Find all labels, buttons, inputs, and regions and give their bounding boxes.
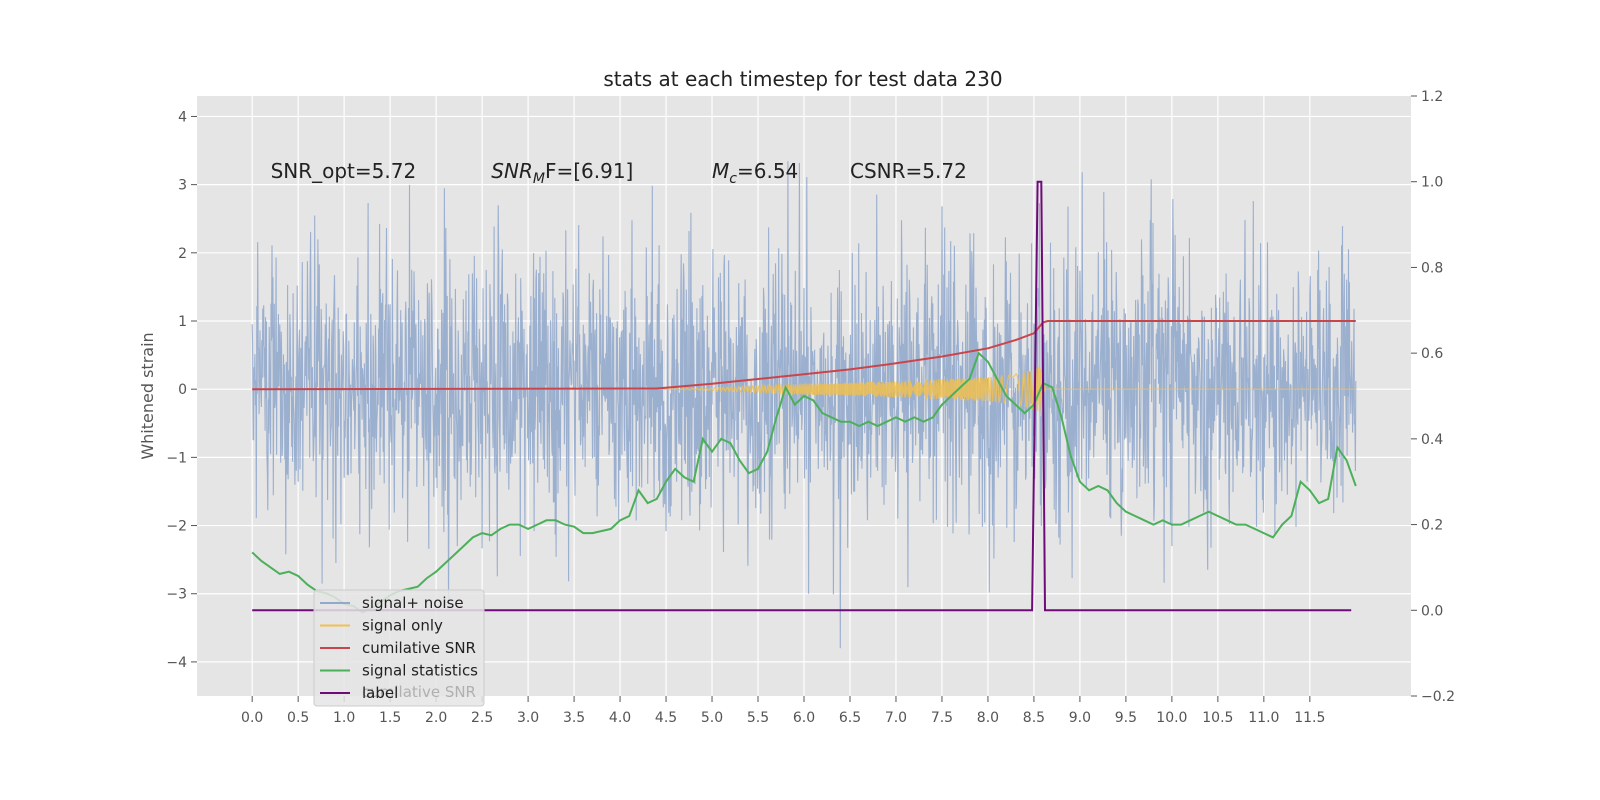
x-tick-label: 6.5 (839, 710, 861, 726)
signal-statistics-line (251, 351, 1357, 614)
y-tick-label: 1 (178, 314, 187, 330)
annotation: SNRMF=[6.91] (491, 159, 633, 187)
x-tick-label: 5.0 (701, 710, 723, 726)
x-tick-label: 0.0 (241, 710, 263, 726)
label-series (252, 180, 1352, 612)
x-tick-label: 1.5 (379, 710, 401, 726)
y2-tick-label: −0.2 (1421, 689, 1455, 705)
label-line (252, 180, 1352, 612)
legend-ghost-text: cumilative SNR (362, 683, 476, 701)
y2-tick-label: 1.2 (1421, 89, 1443, 105)
y-tick-label: −2 (166, 519, 187, 535)
annotation: CSNR=5.72 (850, 159, 967, 183)
signal-statistics-series (251, 351, 1357, 614)
y2-tick-label: 1.0 (1421, 175, 1443, 191)
x-tick-label: 6.0 (793, 710, 815, 726)
x-tick-label: 2.0 (425, 710, 447, 726)
x-tick-label: 9.0 (1069, 710, 1091, 726)
y-axis-left: −4 −3 −2 −1 0 1 2 3 4 (166, 109, 197, 671)
x-tick-label: 2.5 (471, 710, 493, 726)
x-tick-label: 3.5 (563, 710, 585, 726)
y2-tick-label: 0.4 (1421, 432, 1443, 448)
annotation: SNR_opt=5.72 (271, 159, 417, 183)
legend: cumilative SNR signal+ noise signal only cu… (313, 589, 485, 707)
legend-label: signal only (362, 617, 443, 635)
legend-box (313, 589, 485, 707)
x-tick-label: 4.0 (609, 710, 631, 726)
y2-tick-label: 0.2 (1421, 518, 1443, 534)
annotation: Mc=6.54 (712, 159, 798, 187)
x-tick-label: 10.0 (1156, 710, 1187, 726)
x-tick-label: 3.0 (517, 710, 539, 726)
x-axis: 0.0 0.5 1.0 1.5 2.0 2.5 3.0 3.5 4.0 4.5 5.0 5.5 6.0 6… (241, 696, 1325, 726)
y-tick-label: 0 (178, 382, 187, 398)
signal-noise-line (251, 161, 1357, 649)
x-tick-label: 1.0 (333, 710, 355, 726)
x-tick-label: 9.5 (1115, 710, 1137, 726)
y-tick-label: −3 (166, 587, 187, 603)
y2-tick-label: 0.0 (1421, 603, 1443, 619)
y-tick-label: −4 (166, 655, 187, 671)
x-tick-label: 10.5 (1202, 710, 1233, 726)
y-tick-label: 4 (178, 109, 187, 125)
x-tick-label: 7.5 (931, 710, 953, 726)
y-tick-label: 3 (178, 178, 187, 194)
x-tick-label: 11.0 (1248, 710, 1279, 726)
legend-label: label (362, 684, 398, 702)
x-tick-label: 8.0 (977, 710, 999, 726)
x-tick-label: 0.5 (287, 710, 309, 726)
x-tick-label: 7.0 (885, 710, 907, 726)
y2-tick-label: 0.6 (1421, 346, 1443, 362)
y-tick-label: 2 (178, 246, 187, 262)
x-tick-label: 4.5 (655, 710, 677, 726)
legend-label: cumilative SNR (362, 639, 476, 657)
annotations: SNR_opt=5.72 SNRMF=[6.91] Mc=6.54 CSNR=5.72 (271, 159, 967, 187)
y-tick-label: −1 (166, 450, 187, 466)
y-axis-label: Whitened strain (138, 332, 157, 459)
legend-label: signal statistics (362, 662, 478, 680)
y2-tick-label: 0.8 (1421, 260, 1443, 276)
x-tick-label: 5.5 (747, 710, 769, 726)
signal-noise-series (251, 161, 1357, 649)
x-tick-label: 8.5 (1023, 710, 1045, 726)
y-axis-right: −0.2 0.0 0.2 0.4 0.6 0.8 1.0 1.2 (1411, 89, 1455, 705)
x-tick-label: 11.5 (1294, 710, 1325, 726)
legend-label: signal+ noise (362, 594, 464, 612)
chart-title: stats at each timestep for test data 230 (603, 67, 1002, 91)
